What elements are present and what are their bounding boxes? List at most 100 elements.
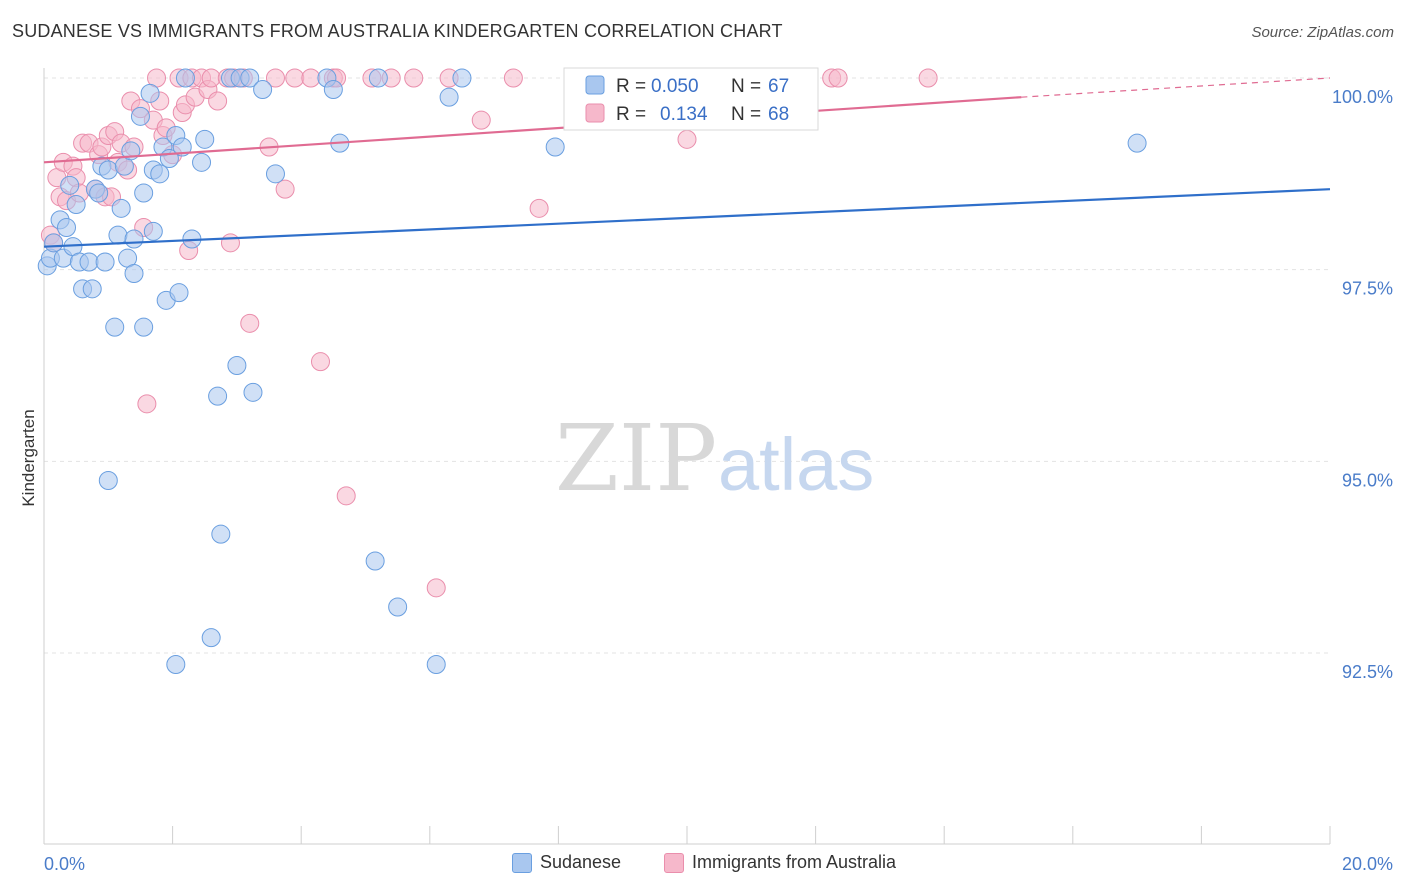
- legend-swatch-blue: [512, 852, 532, 873]
- blue-point-16: [95, 252, 115, 272]
- watermark: ZIP atlas: [555, 405, 874, 512]
- blue-point-41: [175, 68, 195, 88]
- blue-point-49: [227, 356, 247, 375]
- blue-point-28: [134, 183, 154, 203]
- blue-point-52: [243, 382, 263, 402]
- source-credit: Source: ZipAtlas.com: [1251, 24, 1394, 41]
- pink-point-50: [285, 68, 305, 88]
- blue-point-66: [1127, 133, 1147, 153]
- pink-point-43: [220, 233, 240, 253]
- blue-point-54: [265, 164, 285, 184]
- blue-point-59: [368, 68, 388, 88]
- blue-point-51: [240, 68, 260, 88]
- blue-point-44: [195, 129, 215, 149]
- blue-point-14: [89, 183, 109, 203]
- pink-trendline-extension: [1021, 77, 1331, 98]
- tick-labels: 100.0% 97.5% 95.0% 92.5% 0.0% 20.0%: [44, 87, 1393, 874]
- blue-point-63: [452, 68, 472, 88]
- pink-point-49: [275, 179, 295, 199]
- stats-r-value-2: 0.134: [660, 104, 708, 125]
- blue-point-19: [105, 317, 125, 337]
- blue-point-43: [192, 152, 212, 172]
- blue-point-17: [98, 471, 118, 490]
- blue-point-62: [439, 87, 459, 107]
- stats-legend: R = 0.050 N = 67 R = 0.134 N = 68: [563, 67, 819, 131]
- blue-trendline: [43, 188, 1331, 248]
- blue-point-47: [211, 524, 231, 544]
- pink-point-62: [503, 68, 523, 88]
- blue-point-20: [108, 225, 128, 245]
- blue-point-38: [166, 655, 186, 674]
- y-axis-label: Kindergarten: [19, 409, 38, 506]
- blue-point-27: [130, 106, 150, 126]
- blue-point-56: [323, 80, 343, 99]
- blue-point-8: [66, 195, 86, 214]
- blue-point-18: [98, 160, 118, 180]
- y-tick-label-2: 95.0%: [1342, 470, 1393, 490]
- blue-point-26: [124, 229, 144, 249]
- y-tick-label-1: 97.5%: [1342, 279, 1393, 299]
- blue-point-39: [169, 283, 189, 303]
- y-tick-label-0: 100.0%: [1332, 87, 1393, 107]
- stats-r-label-2: R =: [616, 104, 646, 125]
- pink-point-67: [918, 68, 938, 88]
- blue-point-2: [44, 233, 64, 253]
- pink-point-40: [201, 68, 221, 88]
- stats-n-value-1: 67: [768, 76, 789, 97]
- blue-point-45: [201, 628, 221, 648]
- pink-point-66: [828, 68, 848, 88]
- blue-point-46: [208, 386, 228, 406]
- stats-n-label-1: N =: [731, 76, 761, 97]
- blue-point-21: [111, 198, 131, 218]
- stats-r-value-1: 0.050: [651, 76, 699, 97]
- pink-point-46: [240, 313, 260, 333]
- pink-point-63: [529, 198, 549, 218]
- blue-series-points: [37, 68, 1147, 674]
- pink-point-51: [301, 68, 321, 88]
- pink-point-61: [471, 110, 491, 130]
- pink-trendline: [43, 96, 1022, 164]
- stats-r-label-1: R =: [616, 76, 646, 97]
- blue-point-11: [79, 252, 99, 272]
- legend-item-australia[interactable]: Immigrants from Australia: [664, 852, 896, 873]
- watermark-atlas: atlas: [718, 423, 874, 506]
- pink-point-48: [265, 68, 285, 88]
- pink-point-55: [336, 486, 356, 506]
- pink-point-64: [677, 129, 697, 149]
- legend-label-australia: Immigrants from Australia: [692, 852, 897, 872]
- pink-point-25: [137, 394, 157, 414]
- blue-point-40: [172, 137, 192, 157]
- watermark-zip: ZIP: [555, 405, 717, 512]
- blue-point-61: [426, 655, 446, 674]
- stats-legend-blue-swatch: [585, 75, 605, 95]
- blue-point-12: [82, 279, 102, 299]
- blue-point-5: [57, 218, 77, 237]
- chart-title: SUDANESE VS IMMIGRANTS FROM AUSTRALIA KI…: [12, 21, 783, 41]
- pink-point-58: [404, 68, 424, 88]
- legend-item-sudanese[interactable]: Sudanese: [512, 852, 621, 873]
- y-tick-label-3: 92.5%: [1342, 662, 1393, 682]
- blue-point-33: [150, 164, 170, 184]
- blue-point-31: [143, 221, 163, 241]
- stats-n-value-2: 68: [768, 104, 789, 125]
- blue-point-53: [253, 80, 273, 99]
- blue-point-29: [134, 317, 154, 337]
- stats-n-label-2: N =: [731, 104, 761, 125]
- x-tick-label-max: 20.0%: [1342, 854, 1393, 874]
- blue-point-25: [124, 264, 144, 283]
- blue-point-30: [140, 83, 160, 103]
- legend-label-sudanese: Sudanese: [540, 852, 622, 872]
- blue-point-60: [388, 597, 408, 617]
- legend-swatch-pink: [664, 852, 684, 873]
- pink-point-41: [208, 91, 228, 111]
- blue-point-64: [545, 137, 565, 157]
- stats-legend-pink-swatch: [585, 103, 605, 123]
- pink-point-52: [310, 352, 330, 372]
- axes: [43, 68, 1331, 845]
- bottom-legend: Sudanese Immigrants from Australia: [0, 852, 1406, 878]
- blue-point-58: [365, 551, 385, 571]
- blue-point-6: [60, 175, 80, 195]
- pink-point-59: [426, 578, 446, 598]
- trendlines: [43, 77, 1331, 248]
